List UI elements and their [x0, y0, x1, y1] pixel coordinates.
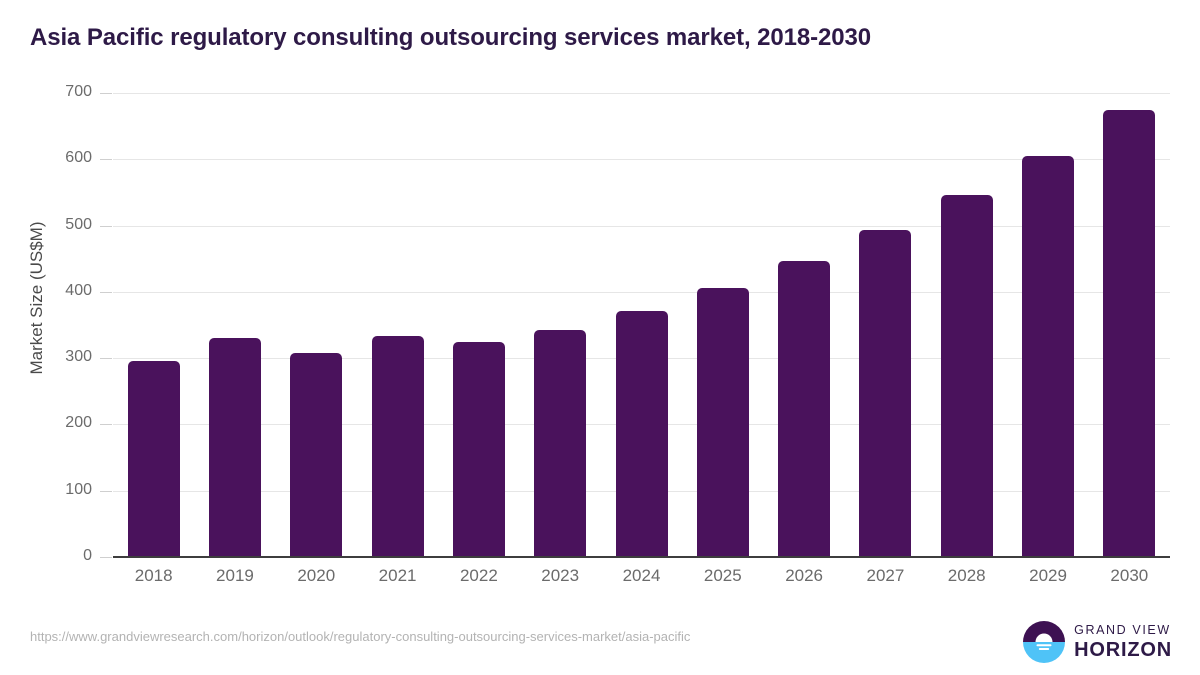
y-tick-mark	[100, 93, 112, 94]
x-tick-label-2020: 2020	[297, 566, 336, 585]
y-axis-title: Market Size (US$M)	[27, 221, 46, 375]
horizon-sun-circle-icon	[1023, 621, 1066, 663]
y-tick-label: 200	[65, 414, 92, 432]
x-tick-label-2019: 2019	[216, 566, 254, 585]
x-tick-label-2018: 2018	[134, 566, 173, 585]
y-tick-label: 300	[65, 348, 92, 366]
y-tick-mark	[100, 225, 112, 227]
y-tick-mark	[100, 291, 112, 293]
bar-2020[interactable]	[290, 352, 343, 557]
logo-line-grand-view: GRAND VIEW	[1074, 622, 1171, 637]
bar-2021[interactable]	[371, 336, 424, 557]
logo-text: GRAND VIEW HORIZON	[1074, 624, 1172, 661]
y-tick-mark	[100, 557, 112, 558]
bar-2019[interactable]	[208, 338, 261, 557]
bar-2028[interactable]	[940, 195, 993, 557]
x-tick-label-2028: 2028	[947, 566, 986, 585]
bar-2027[interactable]	[859, 229, 912, 557]
y-tick-label: 700	[65, 83, 92, 100]
y-tick-label: 400	[65, 281, 92, 299]
source-url[interactable]: https://www.grandviewresearch.com/horizo…	[30, 629, 691, 644]
x-tick-label-2030: 2030	[1110, 566, 1149, 585]
gridline	[113, 291, 1170, 293]
y-tick-mark	[100, 159, 112, 161]
y-tick-label: 0	[83, 547, 92, 564]
logo-line-horizon: HORIZON	[1074, 639, 1172, 662]
x-tick-label-2023: 2023	[541, 566, 580, 585]
x-axis-line	[113, 556, 1170, 558]
page-title: Asia Pacific regulatory consulting outso…	[30, 24, 872, 51]
bar-2026[interactable]	[778, 260, 831, 557]
bar-2030[interactable]	[1103, 110, 1156, 557]
y-tick-label: 500	[65, 215, 92, 233]
brand-logo: GRAND VIEW HORIZON	[1023, 620, 1172, 664]
y-tick-mark	[100, 490, 112, 492]
bar-2025[interactable]	[696, 287, 749, 557]
bar-2024[interactable]	[615, 311, 668, 557]
gridline	[113, 159, 1170, 161]
x-tick-label-2022: 2022	[459, 566, 498, 585]
y-tick-mark	[100, 358, 112, 360]
x-tick-label-2025: 2025	[703, 566, 742, 585]
bar-2029[interactable]	[1022, 155, 1075, 557]
gridline	[113, 225, 1170, 227]
y-tick-label: 600	[65, 149, 92, 167]
x-tick-label-2024: 2024	[622, 566, 661, 585]
y-tick-mark	[100, 424, 112, 426]
bar-2023[interactable]	[534, 330, 587, 557]
bars-layer	[113, 93, 1170, 557]
gridline	[113, 93, 1170, 94]
bar-2022[interactable]	[452, 342, 505, 557]
x-tick-label-2027: 2027	[866, 566, 905, 585]
x-tick-label-2029: 2029	[1029, 566, 1067, 585]
x-tick-label-2021: 2021	[378, 566, 417, 585]
bar-2018[interactable]	[127, 361, 180, 557]
x-axis: 2018 2019 2020 2021 2022 2023 2024 2025 2026 2027…	[113, 566, 1170, 596]
x-tick-label-2026: 2026	[785, 566, 824, 585]
y-tick-label: 100	[65, 480, 92, 498]
